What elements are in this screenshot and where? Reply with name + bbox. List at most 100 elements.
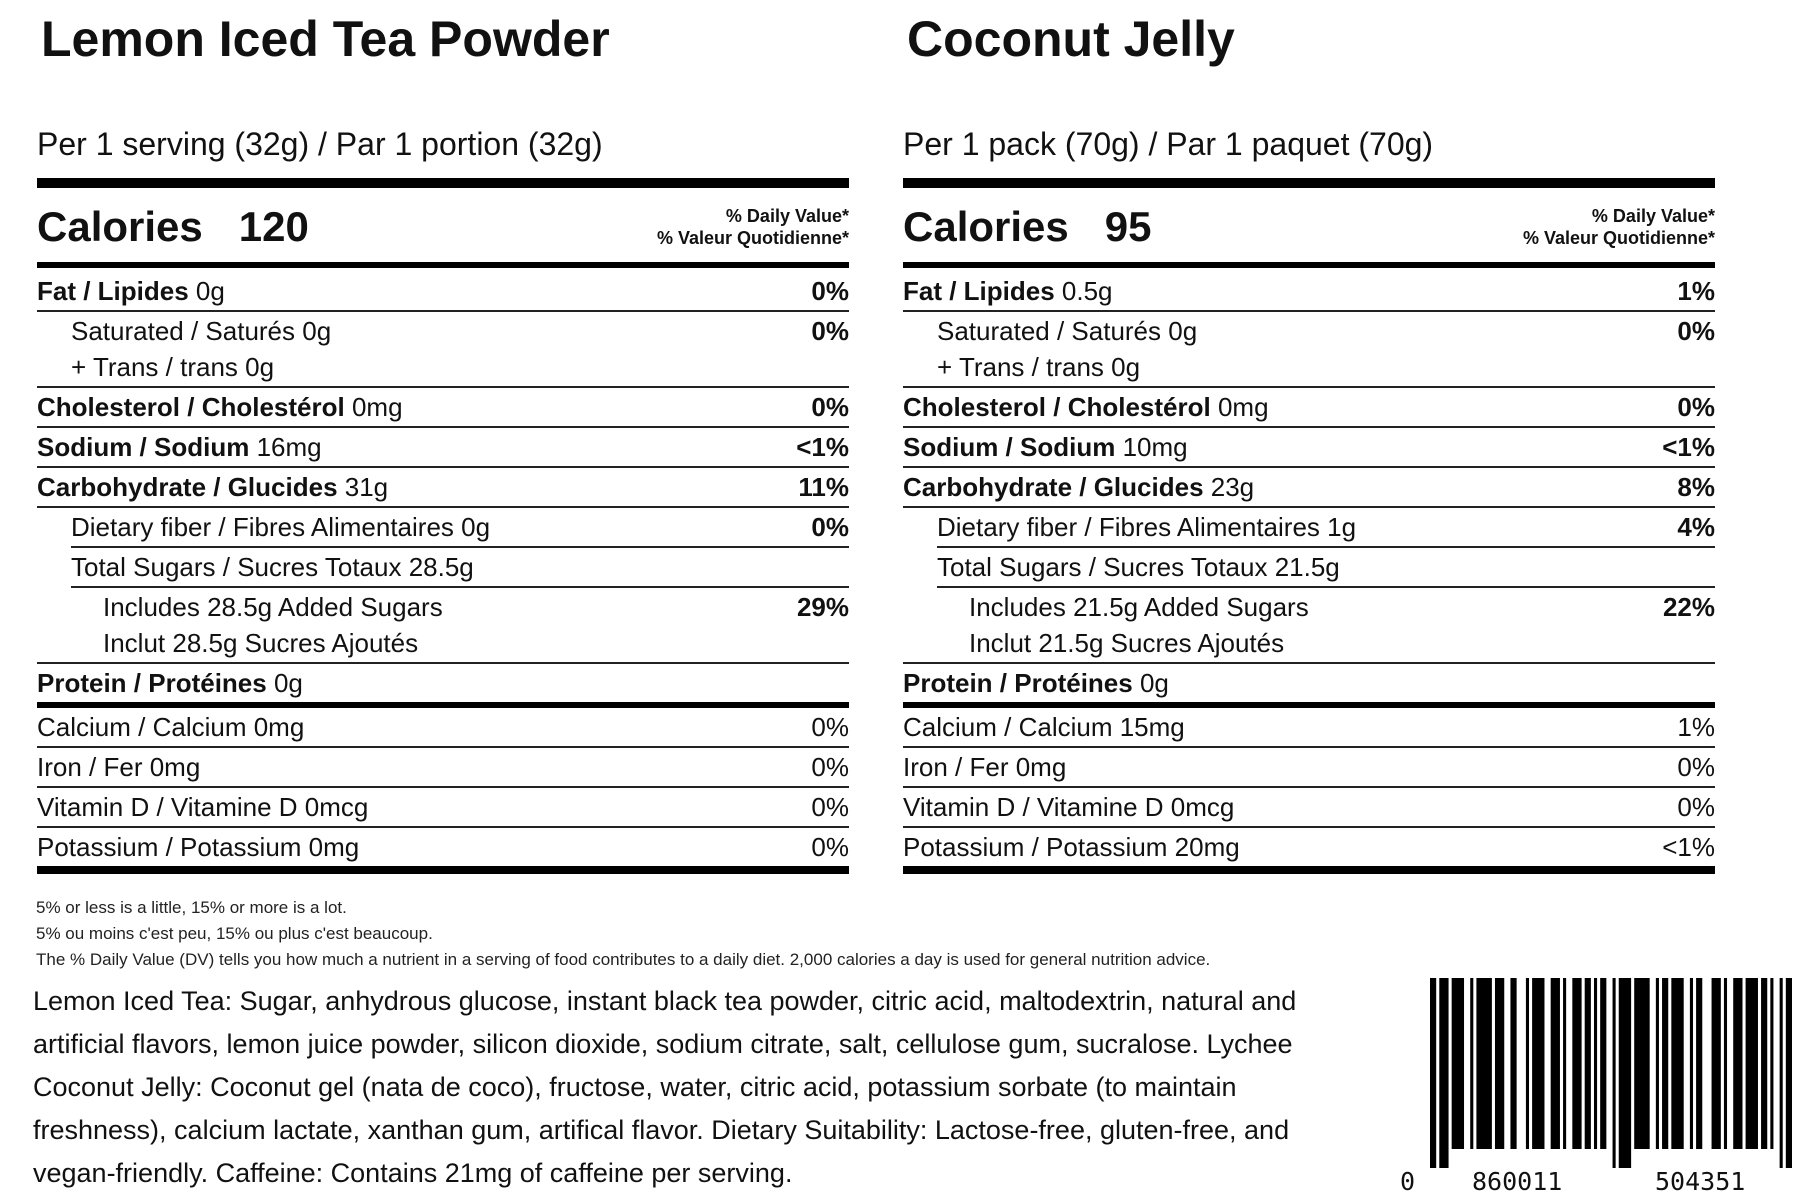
nutrient-amount: Calcium / Calcium 15mg bbox=[903, 712, 1185, 742]
calories-value: 120 bbox=[238, 203, 309, 250]
barcode-bar bbox=[1563, 978, 1567, 1149]
daily-value-percent: <1% bbox=[1662, 832, 1715, 862]
nutrient-label: Inclut 21.5g Sucres Ajoutés bbox=[969, 628, 1285, 658]
calories-label: Calories bbox=[37, 203, 203, 250]
nutrient-row: Includes 21.5g Added Sugars Inclut 21.5g … bbox=[903, 588, 1715, 664]
barcode-bar bbox=[1593, 978, 1598, 1149]
ingredients-text: Lemon Iced Tea: Sugar, anhydrous glucose… bbox=[33, 986, 1297, 1188]
daily-value-percent: <1% bbox=[796, 432, 849, 462]
barcode-bar bbox=[1723, 978, 1728, 1149]
daily-value-percent: 11% bbox=[798, 472, 849, 502]
daily-value-percent: <1% bbox=[1662, 432, 1715, 462]
nutrient-amount: Vitamin D / Vitamine D 0mcg bbox=[903, 792, 1235, 822]
nutrient-name: Fat / Lipides bbox=[37, 276, 189, 306]
barcode-bar bbox=[1584, 978, 1591, 1149]
barcode-bar bbox=[1510, 978, 1517, 1149]
daily-value-percent: 29% bbox=[796, 592, 849, 622]
barcode-bar bbox=[1711, 978, 1721, 1149]
daily-value-percent: 0% bbox=[1677, 792, 1715, 822]
daily-value-percent: 0% bbox=[811, 316, 849, 346]
daily-value-percent: 4% bbox=[1677, 512, 1715, 542]
nutrient-name: Fat / Lipides bbox=[903, 276, 1055, 306]
panel-title: Lemon Iced Tea Powder bbox=[41, 11, 610, 67]
nutrient-row: Sodium / Sodium 10mg <1% bbox=[903, 428, 1715, 468]
barcode-bar bbox=[1532, 978, 1545, 1149]
nutrient-amount: Total Sugars / Sucres Totaux 28.5g bbox=[71, 552, 474, 582]
daily-value-percent: 0% bbox=[1677, 316, 1715, 346]
nutrient-name: Carbohydrate / Glucides bbox=[903, 472, 1204, 502]
nutrient-amount: Iron / Fer 0mg bbox=[37, 752, 201, 782]
daily-value-header: % Daily Value*% Valeur Quotidienne* bbox=[1523, 205, 1715, 249]
nutrient-label: Includes 28.5g Added Sugars bbox=[103, 592, 443, 622]
barcode-bar bbox=[1671, 978, 1684, 1149]
thick-divider bbox=[903, 178, 1715, 188]
barcode bbox=[1430, 978, 1792, 1168]
nutrient-row: Iron / Fer 0mg 0% bbox=[903, 748, 1715, 788]
calories-value: 95 bbox=[1104, 203, 1152, 250]
barcode-bar bbox=[1470, 978, 1474, 1149]
daily-value-percent: 8% bbox=[1677, 472, 1715, 502]
barcode-bar bbox=[1525, 978, 1530, 1149]
calories-row: Calories 120 bbox=[37, 203, 309, 251]
daily-value-percent: 0% bbox=[811, 752, 849, 782]
nutrient-rows: Fat / Lipides 0.5g 1% Saturated / Saturés … bbox=[903, 272, 1715, 874]
barcode-bar bbox=[1612, 978, 1616, 1168]
barcode-bar bbox=[1655, 978, 1659, 1149]
footnote-en: 5% or less is a little, 15% or more is a… bbox=[36, 898, 347, 917]
daily-value-percent: 0% bbox=[811, 276, 849, 306]
nutrient-row: Total Sugars / Sucres Totaux 21.5g bbox=[937, 548, 1715, 588]
daily-value-fr: % Valeur Quotidienne* bbox=[656, 228, 849, 248]
nutrient-row: Protein / Protéines 0g bbox=[903, 664, 1715, 708]
daily-value-en: % Daily Value* bbox=[725, 206, 849, 226]
nutrient-label: Inclut 28.5g Sucres Ajoutés bbox=[103, 628, 419, 658]
calories-label: Calories bbox=[903, 203, 1069, 250]
nutrient-row: Calcium / Calcium 0mg 0% bbox=[37, 708, 849, 748]
nutrient-amount: 0mg bbox=[344, 392, 403, 422]
nutrient-amount: Dietary fiber / Fibres Alimentaires 1g bbox=[937, 512, 1357, 542]
daily-value-en: % Daily Value* bbox=[1591, 206, 1715, 226]
barcode-bar bbox=[1439, 978, 1449, 1168]
nutrient-label: + Trans / trans 0g bbox=[71, 352, 275, 382]
serving-size: Per 1 pack (70g) / Par 1 paquet (70g) bbox=[903, 126, 1434, 162]
nutrient-name: Protein / Protéines bbox=[37, 668, 267, 698]
nutrient-row: Vitamin D / Vitamine D 0mcg 0% bbox=[903, 788, 1715, 828]
daily-value-percent: 0% bbox=[811, 712, 849, 742]
nutrient-amount: 23g bbox=[1203, 472, 1255, 502]
nutrient-row: Carbohydrate / Glucides 23g 8% bbox=[903, 468, 1715, 508]
barcode-bar bbox=[1733, 978, 1743, 1149]
nutrient-row: Cholesterol / Cholestérol 0mg 0% bbox=[37, 388, 849, 428]
barcode-bar bbox=[1779, 978, 1783, 1168]
daily-value-percent: 1% bbox=[1677, 712, 1715, 742]
daily-value-fr: % Valeur Quotidienne* bbox=[1522, 228, 1715, 248]
barcode-bar bbox=[1550, 978, 1560, 1149]
barcode-bar bbox=[1618, 978, 1632, 1168]
nutrient-row: Potassium / Potassium 0mg 0% bbox=[37, 828, 849, 874]
nutrient-label: Saturated / Saturés 0g bbox=[937, 316, 1198, 346]
medium-divider bbox=[37, 262, 849, 268]
nutrient-amount: 0g bbox=[1132, 668, 1169, 698]
nutrient-amount: 10mg bbox=[1115, 432, 1188, 462]
nutrient-name: Cholesterol / Cholestérol bbox=[903, 392, 1211, 422]
nutrient-row: Carbohydrate / Glucides 31g 11% bbox=[37, 468, 849, 508]
daily-value-percent: 0% bbox=[1677, 392, 1715, 422]
barcode-bar bbox=[1761, 978, 1768, 1149]
daily-value-percent: 22% bbox=[1662, 592, 1715, 622]
barcode-bar bbox=[1689, 978, 1693, 1149]
nutrient-row: Dietary fiber / Fibres Alimentaires 0g 0% bbox=[71, 508, 849, 548]
nutrient-label: Includes 21.5g Added Sugars bbox=[969, 592, 1309, 622]
serving-size: Per 1 serving (32g) / Par 1 portion (32g… bbox=[37, 126, 603, 162]
nutrient-amount: 31g bbox=[337, 472, 389, 502]
barcode-right-digits: 504351 bbox=[1655, 1167, 1746, 1196]
nutrient-row: Saturated / Saturés 0g + Trans / trans 0g… bbox=[37, 312, 849, 388]
calories-row: Calories 95 bbox=[903, 203, 1151, 251]
footnote-fr: 5% ou moins c'est peu, 15% ou plus c'est… bbox=[36, 924, 433, 943]
nutrient-row: Total Sugars / Sucres Totaux 28.5g bbox=[71, 548, 849, 588]
nutrient-row: Iron / Fer 0mg 0% bbox=[37, 748, 849, 788]
nutrient-amount: Potassium / Potassium 0mg bbox=[37, 832, 360, 862]
barcode-bar bbox=[1696, 978, 1703, 1149]
daily-value-percent: 0% bbox=[811, 512, 849, 542]
nutrient-label: Saturated / Saturés 0g bbox=[71, 316, 332, 346]
nutrient-row: Fat / Lipides 0.5g 1% bbox=[903, 272, 1715, 312]
nutrient-amount: 0mg bbox=[1210, 392, 1269, 422]
nutrient-rows: Fat / Lipides 0g 0% Saturated / Saturés 0g… bbox=[37, 272, 849, 874]
